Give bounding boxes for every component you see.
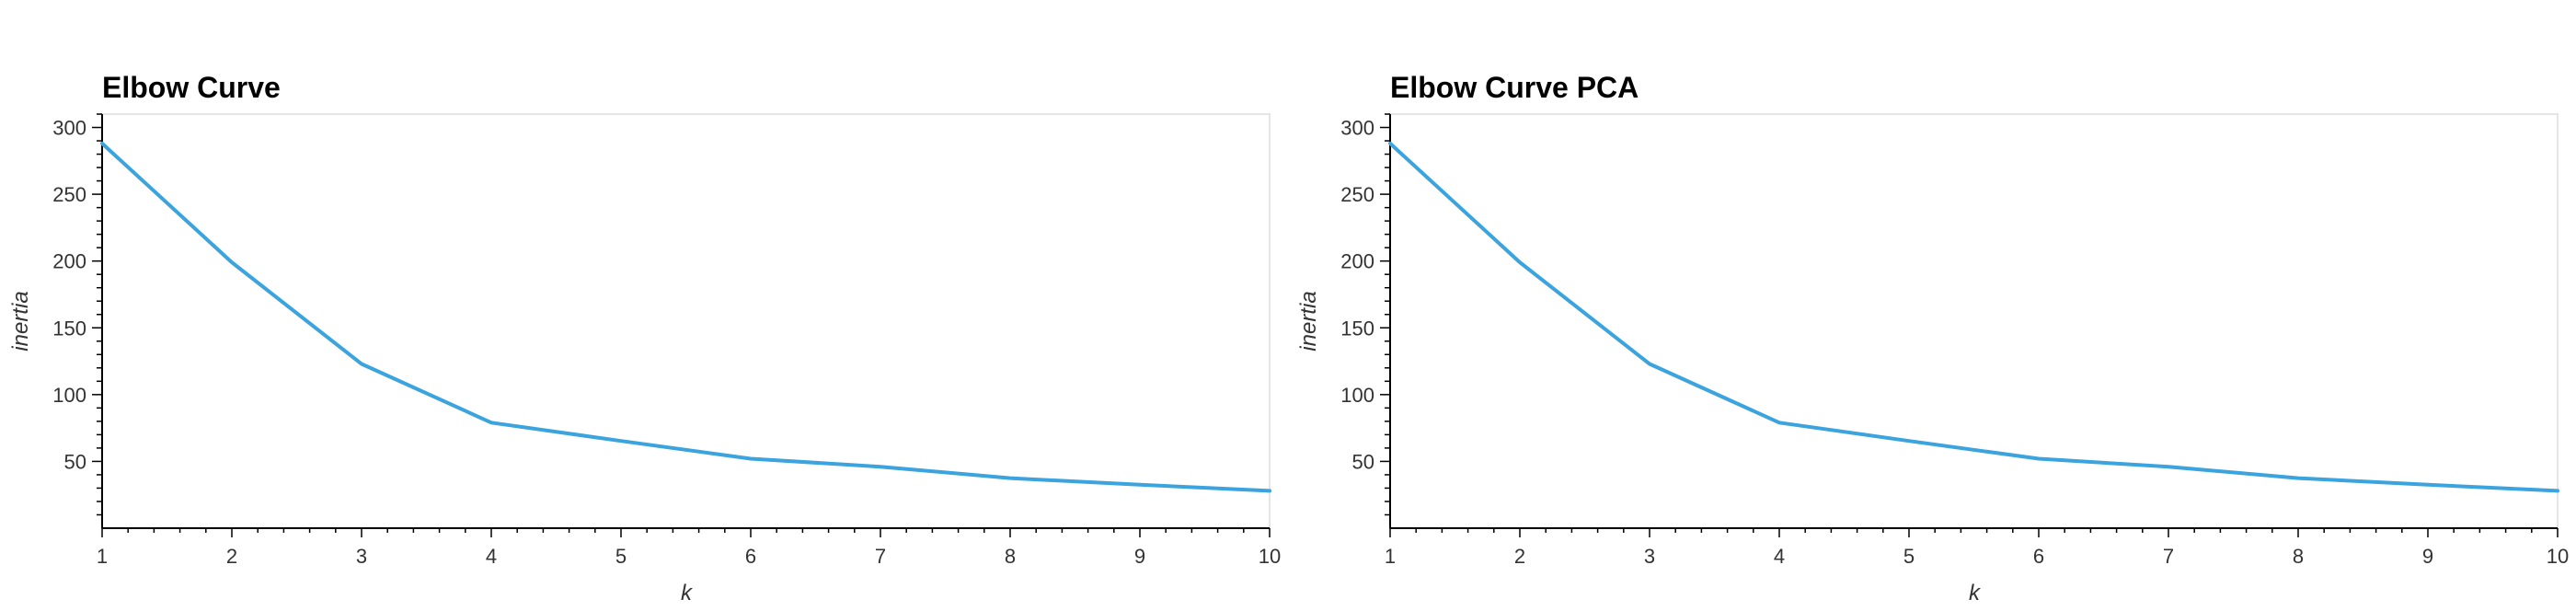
data-point (879, 465, 882, 468)
elbow-curve-pca-chart: Elbow Curve PCA 50 100 150 200 250 300 1 2 3 4 5 6 7… (1288, 0, 2576, 611)
data-point (2296, 477, 2300, 480)
data-point (1777, 421, 1781, 424)
x-tick-label: 7 (2163, 545, 2174, 568)
plot-frame (1389, 113, 2559, 529)
data-point (100, 142, 104, 145)
y-tick-label: 50 (64, 450, 86, 473)
data-point (1648, 363, 1651, 366)
data-point (2037, 457, 2041, 461)
x-tick-label: 7 (875, 545, 886, 568)
y-tick-label: 150 (1340, 317, 1374, 340)
x-axis-label: k (681, 581, 694, 605)
chart-title: Elbow Curve (102, 71, 281, 104)
series-line-0 (1388, 141, 2559, 493)
data-point (619, 439, 623, 443)
x-tick-label: 5 (1903, 545, 1915, 568)
data-point (1138, 483, 1142, 487)
data-point (2556, 489, 2559, 492)
x-tick-label: 9 (2422, 545, 2433, 568)
y-axis-label: inertia (8, 291, 33, 351)
data-point (230, 260, 234, 264)
x-tick-label: 5 (615, 545, 627, 568)
data-point (1388, 142, 1392, 145)
x-tick-label: 10 (1259, 545, 1281, 568)
series-marks (1388, 141, 2559, 493)
x-tick-label: 6 (2033, 545, 2044, 568)
axes: 50 100 150 200 250 300 1 2 3 4 5 6 7 8 9 10 (52, 113, 1281, 568)
x-tick-label: 10 (2547, 545, 2569, 568)
y-tick-label: 100 (52, 384, 86, 407)
elbow-curve-pca-svg: Elbow Curve PCA 50 100 150 200 250 300 1 2 3 4 5 6 7… (1296, 71, 2569, 605)
data-point (749, 457, 753, 461)
y-tick-label: 300 (1340, 117, 1374, 140)
series-line-0 (100, 141, 1271, 493)
y-tick-label: 250 (1340, 183, 1374, 206)
chart-title: Elbow Curve PCA (1390, 71, 1639, 104)
x-tick-label: 1 (1385, 545, 1396, 568)
y-tick-label: 50 (1352, 450, 1374, 473)
data-point (1518, 260, 1522, 264)
elbow-curve-svg: Elbow Curve 50 100 150 200 250 300 1 2 3 4 5 6 7 8 9 10… (8, 71, 1281, 605)
elbow-curve-chart: Elbow Curve 50 100 150 200 250 300 1 2 3 4 5 6 7 8 9 10… (8, 71, 1281, 605)
y-tick-label: 100 (1340, 384, 1374, 407)
x-tick-label: 8 (2293, 545, 2304, 568)
x-tick-label: 2 (1514, 545, 1525, 568)
y-tick-label: 200 (52, 250, 86, 273)
x-tick-label: 3 (1644, 545, 1655, 568)
x-tick-label: 4 (1774, 545, 1785, 568)
x-tick-label: 4 (486, 545, 497, 568)
data-point (2426, 483, 2430, 487)
x-tick-label: 6 (745, 545, 756, 568)
axes: 50 100 150 200 250 300 1 2 3 4 5 6 7 8 9 10 (1340, 113, 2569, 568)
x-tick-label: 3 (356, 545, 367, 568)
data-point (1268, 489, 1271, 492)
data-point (360, 363, 363, 366)
y-tick-label: 250 (52, 183, 86, 206)
x-tick-label: 9 (1134, 545, 1145, 568)
x-axis-label: k (1969, 581, 1982, 605)
y-tick-label: 300 (52, 117, 86, 140)
y-tick-label: 150 (52, 317, 86, 340)
x-tick-label: 1 (97, 545, 108, 568)
plot-frame (101, 113, 1271, 529)
y-axis-label: inertia (1296, 291, 1321, 351)
y-tick-label: 200 (1340, 250, 1374, 273)
x-tick-label: 8 (1005, 545, 1016, 568)
data-point (1008, 477, 1012, 480)
data-point (2167, 465, 2170, 468)
series-marks (100, 141, 1271, 493)
data-point (1907, 439, 1911, 443)
data-point (489, 421, 493, 424)
x-tick-label: 2 (226, 545, 237, 568)
